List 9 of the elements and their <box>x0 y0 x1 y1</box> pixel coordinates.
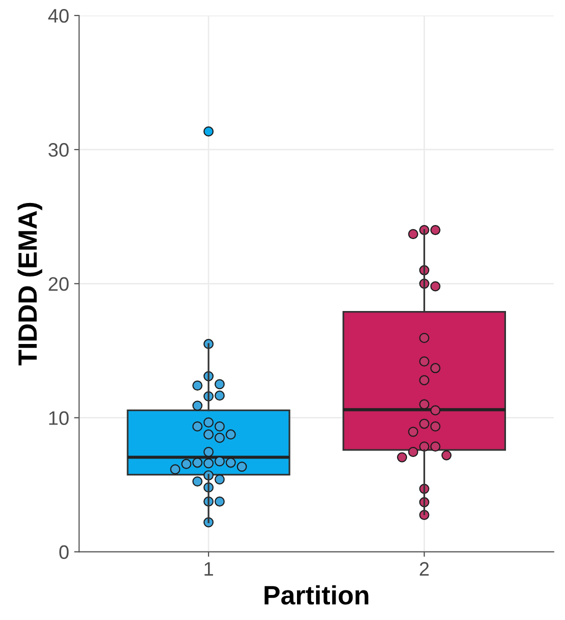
y-tick-label: 0 <box>59 545 69 560</box>
x-tick-label: 1 <box>204 562 213 576</box>
y-tick-label: 20 <box>48 277 69 291</box>
y-tick-label: 10 <box>49 411 69 425</box>
y-tick-label: 30 <box>48 143 69 157</box>
x-axis-title: Partition <box>264 585 368 605</box>
x-tick-label: 2 <box>420 562 429 576</box>
y-axis-title: TIDDD (EMA) <box>18 202 42 366</box>
y-tick-label: 40 <box>48 8 69 23</box>
